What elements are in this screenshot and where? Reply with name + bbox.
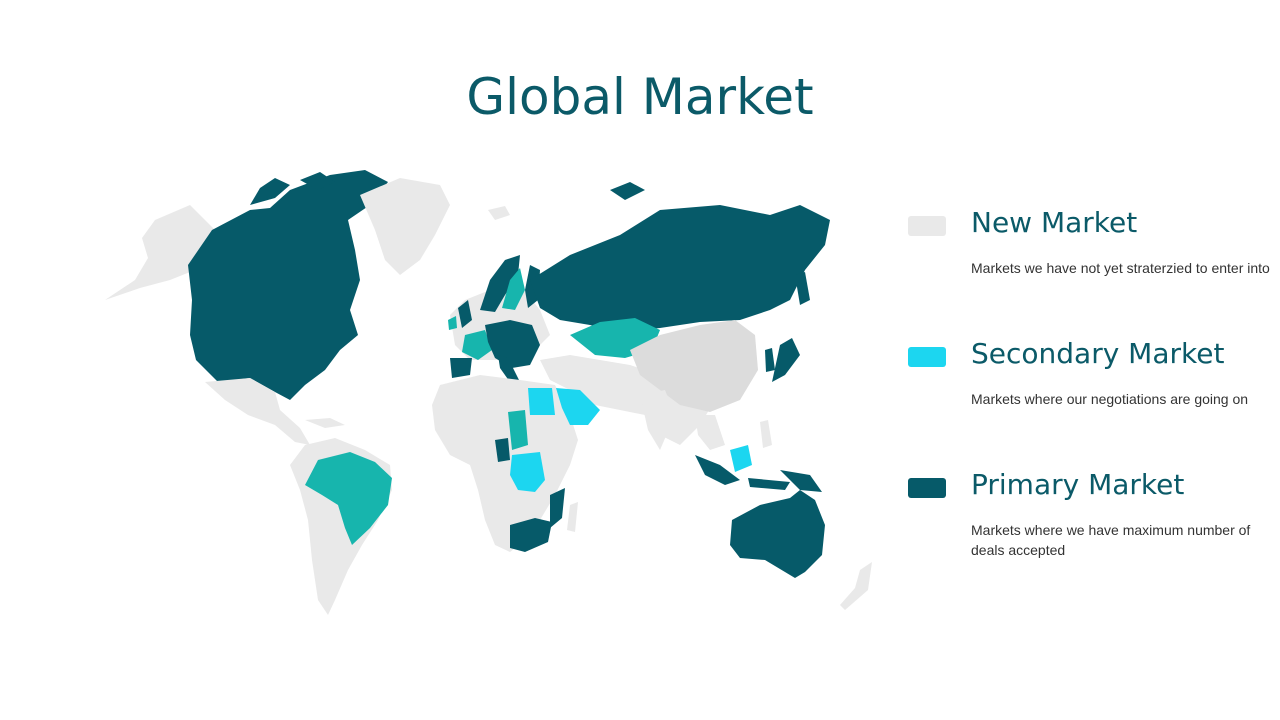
region-italy	[498, 355, 520, 385]
region-indonesia	[695, 455, 790, 490]
region-korea	[765, 348, 775, 372]
region-ireland	[448, 316, 457, 330]
region-russia	[530, 205, 830, 332]
region-uk	[458, 300, 472, 328]
legend-description: Markets we have not yet straterzied to e…	[971, 260, 1270, 276]
legend-swatch-secondary	[908, 347, 946, 367]
region-mexico-central-america	[205, 378, 310, 445]
world-map	[105, 170, 872, 615]
region-brazil	[305, 452, 392, 545]
region-france	[462, 330, 492, 360]
region-north-america-primary	[188, 170, 388, 400]
region-dr-congo	[510, 452, 545, 492]
region-africa	[432, 375, 578, 552]
region-southeast-asia	[695, 415, 725, 450]
region-borneo	[730, 445, 752, 472]
legend-title: Secondary Market	[971, 337, 1225, 370]
region-sakhalin	[795, 272, 810, 305]
legend-swatch-new	[908, 216, 946, 236]
region-chad	[508, 410, 528, 450]
region-china	[630, 320, 758, 412]
region-russia-north-island	[610, 182, 645, 200]
region-mozambique	[550, 488, 565, 528]
region-madagascar	[567, 502, 578, 532]
legend-title: New Market	[971, 206, 1138, 239]
region-new-zealand	[840, 562, 872, 610]
region-greenland	[360, 178, 450, 275]
region-cameroon	[495, 438, 510, 462]
region-egypt	[528, 388, 555, 415]
region-arctic-islands	[250, 172, 335, 205]
region-central-europe	[485, 320, 540, 368]
region-sweden	[502, 268, 525, 310]
region-india	[640, 390, 675, 450]
region-japan	[772, 338, 800, 382]
region-iberia	[450, 358, 472, 378]
legend-description: Markets where we have maximum number of …	[971, 522, 1251, 558]
legend-title: Primary Market	[971, 468, 1185, 501]
region-caribbean	[305, 418, 345, 428]
region-australia	[730, 490, 825, 578]
region-alaska	[105, 205, 215, 300]
slide-title: Global Market	[466, 68, 814, 126]
region-new-guinea	[780, 470, 822, 492]
region-south-africa	[510, 518, 552, 552]
legend-swatch-primary	[908, 478, 946, 498]
region-philippines	[760, 420, 772, 448]
region-norway	[480, 255, 520, 312]
region-iceland	[488, 206, 510, 220]
region-saudi-arabia	[556, 388, 600, 425]
legend-description: Markets where our negotiations are going…	[971, 391, 1249, 407]
